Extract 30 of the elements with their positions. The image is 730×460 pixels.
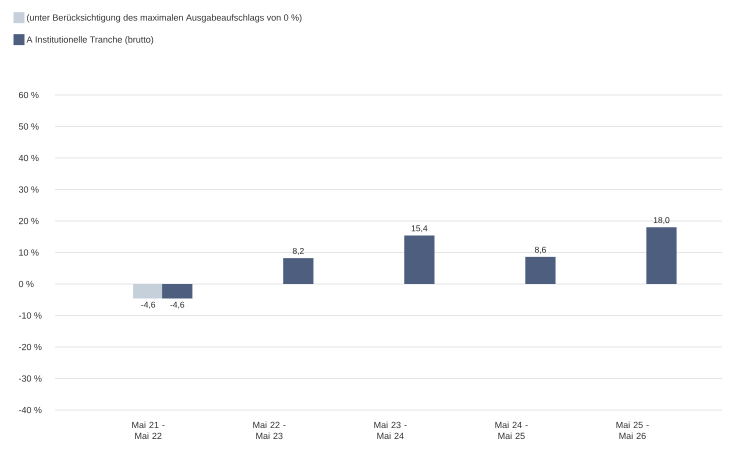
data-label: 8,2 (292, 248, 304, 255)
y-tick-label: 10 % (19, 249, 39, 256)
bar (404, 235, 435, 284)
data-label: -4,6 (170, 302, 184, 309)
bar (646, 227, 677, 284)
bar (162, 284, 192, 298)
y-tick-label: 20 % (18, 218, 39, 224)
y-tick-label: 50 % (18, 123, 39, 130)
data-label: 18,0 (654, 217, 670, 224)
y-tick-label: -20 % (18, 344, 42, 350)
bar (283, 258, 314, 284)
data-label: 15,4 (412, 225, 428, 232)
y-tick-label: -40 % (18, 406, 42, 414)
x-tick-label: Mai 23 - Mai 24 (374, 422, 407, 440)
legend-label: (unter Berücksichtigung des maximalen Ausgabeaufschlags von 0 %) (27, 14, 302, 22)
y-tick-label: 40 % (18, 154, 39, 162)
y-tick-label: 0 % (18, 280, 34, 288)
y-tick-label: -30 % (18, 375, 42, 382)
legend-label: A Institutionelle Tranche (brutto) (26, 36, 154, 44)
data-label: 8,6 (534, 246, 546, 254)
x-tick-label: Mai 21 - Mai 22 (132, 422, 164, 440)
data-label: -4,6 (141, 302, 156, 309)
y-tick-label: -10 % (18, 312, 42, 319)
x-tick-label: Mai 25 - Mai 26 (616, 422, 649, 440)
x-tick-label: Mai 22 - Mai 23 (253, 422, 286, 440)
bar (133, 284, 164, 298)
y-tick-label: 30 % (18, 186, 39, 193)
y-tick-label: 60 % (18, 92, 39, 98)
bar (525, 256, 556, 284)
x-tick-label: Mai 24 - Mai 25 (495, 422, 528, 440)
